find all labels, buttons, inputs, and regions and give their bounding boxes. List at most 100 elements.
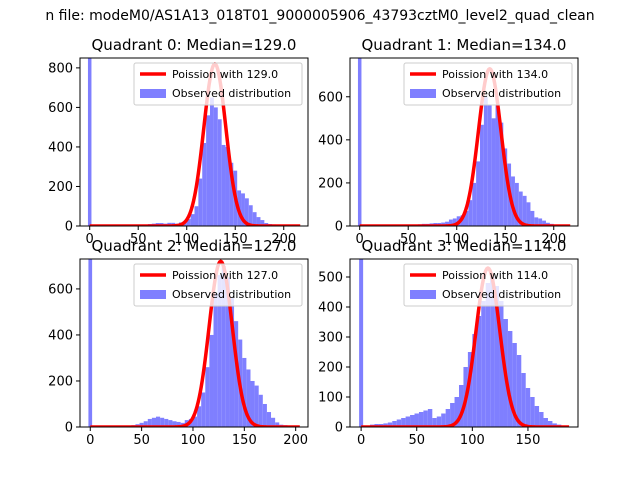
histogram-bar xyxy=(198,178,203,226)
histogram-bar xyxy=(436,416,442,427)
legend-hist-swatch xyxy=(140,89,166,98)
histogram-bar xyxy=(476,316,482,427)
histogram-bar xyxy=(441,413,446,427)
y-tick-label: 100 xyxy=(318,391,343,406)
x-tick-label: 150 xyxy=(232,433,257,448)
histogram-bar xyxy=(494,286,500,427)
chart-title: Quadrant 1: Median=134.0 xyxy=(362,36,567,54)
legend-label-fit: Poission with 127.0 xyxy=(172,269,278,282)
histogram-bar xyxy=(476,161,481,226)
y-tick-label: 400 xyxy=(48,328,73,343)
histogram-bar xyxy=(151,417,156,427)
chart-title: Quadrant 2: Median=127.0 xyxy=(92,237,297,255)
legend-box xyxy=(403,62,573,106)
histogram-bar xyxy=(525,388,531,427)
legend-label-fit: Poission with 129.0 xyxy=(172,68,278,81)
y-tick-label: 200 xyxy=(48,180,73,195)
legend: Poission with 134.0 Observed distribution xyxy=(403,62,573,106)
histogram-bar xyxy=(262,403,267,427)
histogram-bar xyxy=(213,293,218,427)
histogram-bar xyxy=(483,96,488,226)
histogram-bar xyxy=(552,423,557,427)
y-tick-label: 400 xyxy=(318,133,343,148)
histogram-bar xyxy=(254,385,259,427)
axes-frame xyxy=(79,258,309,428)
chart-panel-3: 0 50 100 150 0 100 200 300 400 500 Quadrant 3: Med… xyxy=(318,237,579,448)
x-tick-label: 50 xyxy=(133,433,150,448)
histogram-bar xyxy=(418,412,424,427)
axes-frame xyxy=(79,57,309,227)
histogram-bar xyxy=(467,352,473,427)
histogram-bar xyxy=(534,217,539,226)
legend-box xyxy=(133,62,303,106)
x-tick-label: 200 xyxy=(271,232,296,247)
histogram-bar xyxy=(445,221,449,226)
histogram-bar xyxy=(480,124,484,226)
y-tick-label: 600 xyxy=(48,101,73,116)
histogram-bar xyxy=(499,122,504,226)
x-tick-label: 100 xyxy=(460,433,485,448)
histogram-bar xyxy=(143,421,148,427)
histogram-bar xyxy=(514,182,519,226)
legend-label-hist: Observed distribution xyxy=(442,87,561,100)
histogram-bar xyxy=(217,275,222,427)
histogram-bar xyxy=(401,418,406,427)
histogram-bar xyxy=(448,219,453,226)
histogram-bar xyxy=(534,406,540,427)
histogram-bar xyxy=(481,301,486,427)
histogram-bar xyxy=(176,421,181,427)
histogram-bar xyxy=(542,220,546,226)
histogram-bar xyxy=(229,298,235,427)
histogram-bar xyxy=(205,367,210,427)
y-tick-label: 0 xyxy=(65,220,73,235)
y-tick-label: 200 xyxy=(318,361,343,376)
histogram-bar xyxy=(432,418,437,427)
plot-area xyxy=(359,259,570,427)
histogram-bar xyxy=(229,162,234,226)
histogram-bar xyxy=(248,205,253,226)
x-tick-label: 100 xyxy=(174,232,199,247)
x-tick-label: 100 xyxy=(181,433,206,448)
histogram-bar xyxy=(168,420,173,427)
x-tick-label: 200 xyxy=(283,433,308,448)
y-tick-label: 0 xyxy=(335,421,343,436)
histogram-bar xyxy=(454,397,459,427)
histogram-bar xyxy=(201,392,206,427)
histogram-bar xyxy=(503,148,508,226)
histogram-bar-zero xyxy=(87,58,92,226)
histogram-bar xyxy=(495,105,500,226)
legend-hist-swatch xyxy=(410,89,436,98)
histogram-bar xyxy=(241,193,245,226)
y-tick-label: 500 xyxy=(318,271,343,286)
histogram-bar xyxy=(530,397,535,427)
histogram-bar xyxy=(427,409,433,427)
histogram-bar xyxy=(383,423,388,427)
histogram-bar xyxy=(410,415,415,427)
histogram-bar xyxy=(197,406,202,427)
chart-panel-1: 0 50 100 150 200 0 200 400 600 Quadrant 1: Median… xyxy=(318,36,579,247)
histogram-bar xyxy=(485,283,491,427)
histogram-bar xyxy=(539,412,544,427)
histogram-bar xyxy=(543,418,548,427)
histogram-bar xyxy=(423,410,428,427)
y-tick-label: 800 xyxy=(48,61,73,76)
histogram-bar xyxy=(225,146,230,226)
x-tick-label: 150 xyxy=(223,232,248,247)
histogram-bar xyxy=(147,418,152,427)
axes-frame xyxy=(349,57,579,227)
histogram-bar xyxy=(234,321,239,427)
y-tick-label: 400 xyxy=(48,140,73,155)
histogram-bar xyxy=(202,142,207,226)
chart-panel-0: 0 50 100 150 200 0 200 400 600 800 Quadrant 0: Med… xyxy=(48,36,309,247)
histogram-bar xyxy=(491,118,496,226)
histogram-bar xyxy=(190,214,195,226)
legend-label-fit: Poission with 114.0 xyxy=(442,269,548,282)
chart-title: Quadrant 0: Median=129.0 xyxy=(92,36,297,54)
legend-hist-swatch xyxy=(140,290,166,299)
chart-title: Quadrant 3: Median=114.0 xyxy=(362,237,567,255)
axes-frame xyxy=(349,258,579,428)
histogram-bar xyxy=(246,369,251,427)
histogram-bar xyxy=(221,144,226,226)
histogram-bar xyxy=(445,409,451,427)
